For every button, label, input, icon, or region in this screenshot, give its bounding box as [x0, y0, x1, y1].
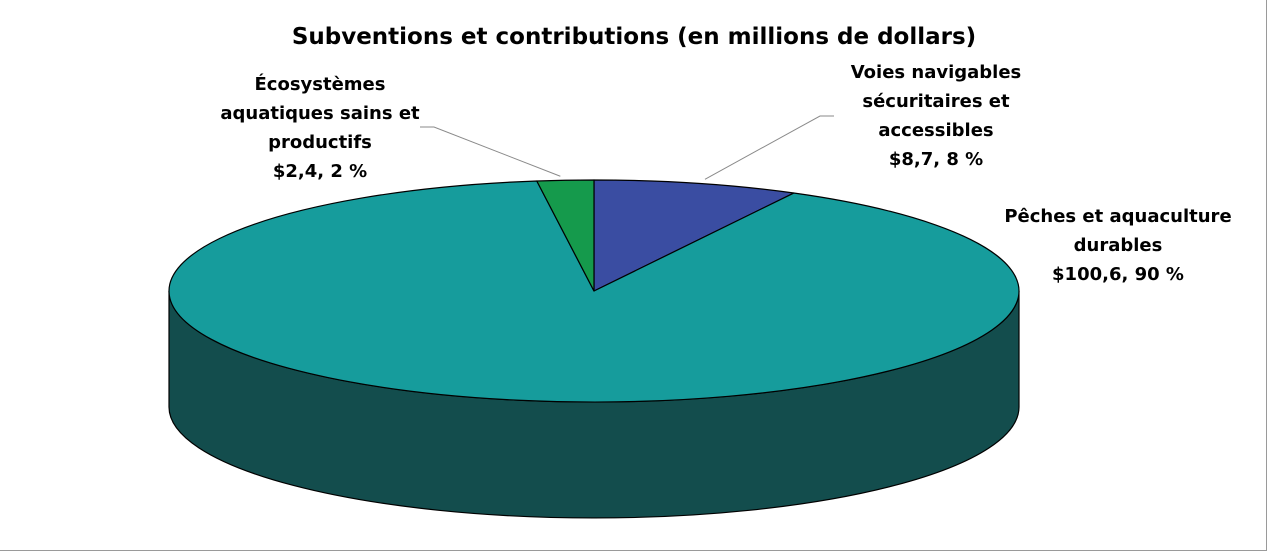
slice-name-label: accessibles	[878, 120, 993, 141]
slice-value-label: $100,6, 90 %	[1052, 264, 1184, 285]
slice-name-label: productifs	[268, 132, 372, 153]
slice-labels: Voies navigables sécuritaires et accessibl…	[220, 62, 1231, 285]
slice-value-label: $2,4, 2 %	[273, 161, 367, 182]
slice-name-label: aquatiques sains et	[220, 103, 420, 124]
leader-line	[420, 126, 561, 177]
slice-name-label: Écosystèmes	[255, 73, 386, 95]
slice-ecosystemes-aquatiques	[536, 179, 595, 292]
slice-name-label: Voies navigables	[851, 62, 1022, 83]
slice-label-ecosystemes-aquatiques: Écosystèmes aquatiques sains et productifs…	[220, 73, 420, 182]
slice-name-label: Pêches et aquaculture	[1004, 206, 1231, 227]
slice-voies-navigables	[593, 179, 795, 292]
leader-line	[704, 115, 834, 180]
pie-layer	[168, 179, 1020, 519]
slice-name-label: durables	[1074, 235, 1163, 256]
slice-name-label: sécuritaires et	[862, 91, 1010, 112]
slice-value-label: $8,7, 8 %	[889, 149, 983, 170]
leader-lines	[420, 115, 834, 180]
slice-label-peches-aquaculture: Pêches et aquaculture durables $100,6, 90 …	[1004, 206, 1231, 285]
slice-label-voies-navigables: Voies navigables sécuritaires et accessibl…	[851, 62, 1022, 170]
chart-title: Subventions et contributions (en million…	[292, 24, 976, 50]
